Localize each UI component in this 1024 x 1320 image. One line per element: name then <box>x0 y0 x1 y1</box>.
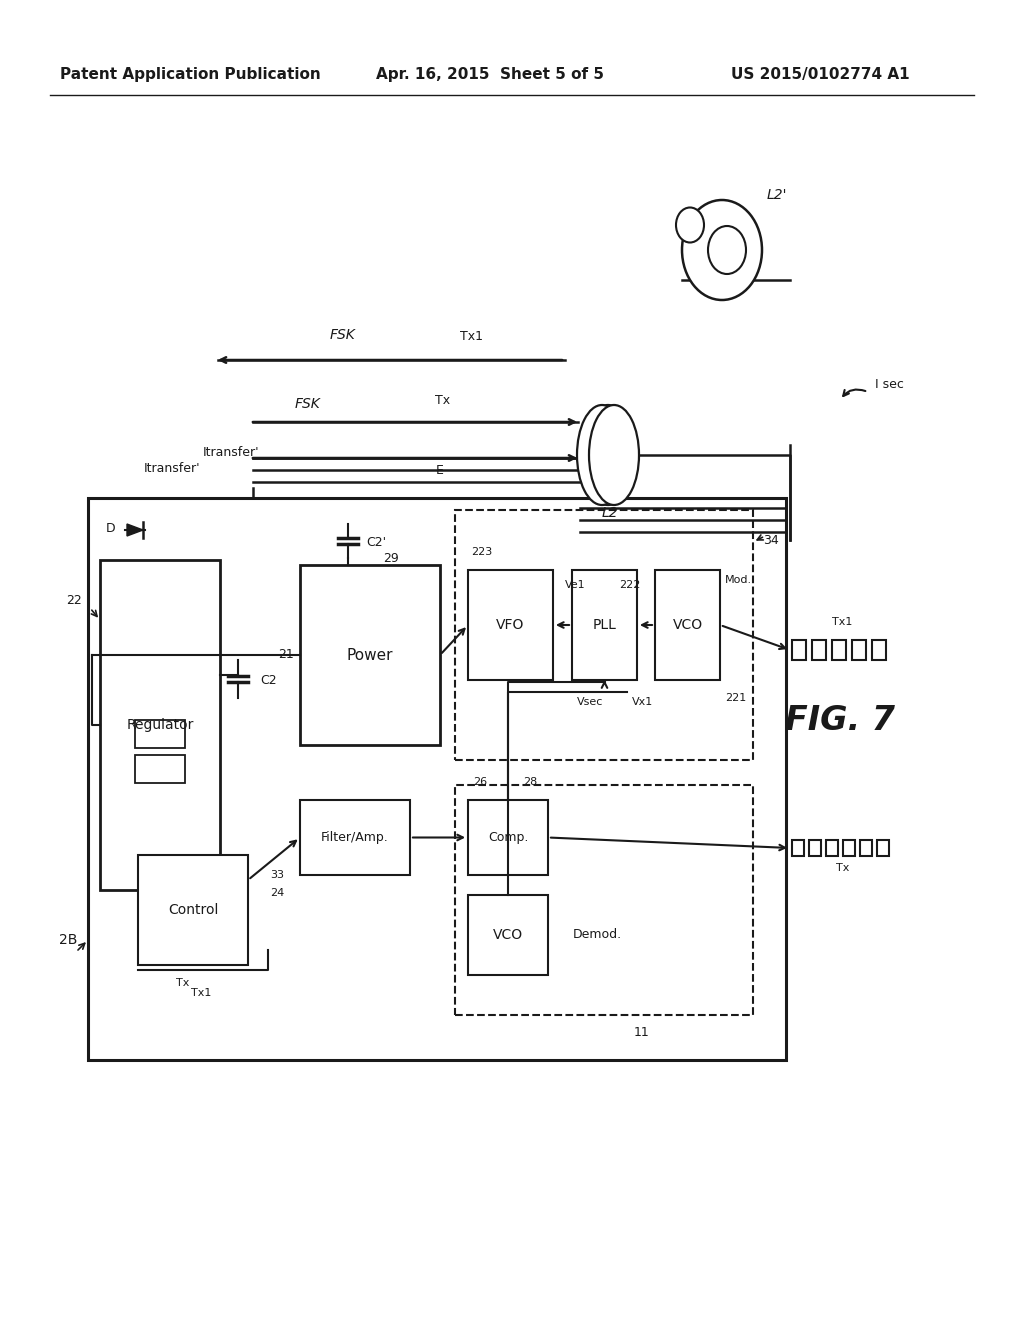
Bar <box>300 565 440 744</box>
Text: Vsec: Vsec <box>577 697 603 708</box>
Bar <box>792 640 806 660</box>
Text: C2': C2' <box>366 536 386 549</box>
Bar <box>88 498 786 1060</box>
Text: 26: 26 <box>473 777 487 787</box>
Text: 29: 29 <box>383 553 398 565</box>
Bar <box>877 840 889 855</box>
Text: VCO: VCO <box>673 618 702 632</box>
Bar <box>826 840 838 855</box>
Text: 2B: 2B <box>58 933 77 946</box>
Bar <box>792 840 804 855</box>
Bar <box>138 855 248 965</box>
Text: Tx: Tx <box>837 863 850 873</box>
Text: Tx1: Tx1 <box>190 987 211 998</box>
Text: 34: 34 <box>763 533 778 546</box>
Bar <box>872 640 886 660</box>
Bar <box>135 755 185 783</box>
Text: PLL: PLL <box>593 618 616 632</box>
Text: Itransfer': Itransfer' <box>203 446 260 459</box>
Bar <box>135 719 185 748</box>
Text: Comp.: Comp. <box>487 832 528 843</box>
Text: FSK: FSK <box>295 397 321 411</box>
Text: Ve1: Ve1 <box>565 579 586 590</box>
Text: 11: 11 <box>634 1027 650 1040</box>
Text: Demod.: Demod. <box>573 928 623 941</box>
Text: Regulator: Regulator <box>126 718 194 733</box>
Ellipse shape <box>577 405 627 506</box>
Bar <box>468 570 553 680</box>
Bar <box>455 510 753 760</box>
Text: L2': L2' <box>767 187 787 202</box>
Text: L2: L2 <box>602 506 618 520</box>
Text: Tx: Tx <box>176 978 189 987</box>
Text: Control: Control <box>168 903 218 917</box>
Text: 223: 223 <box>471 546 493 557</box>
Bar <box>655 570 720 680</box>
Ellipse shape <box>589 405 639 506</box>
Text: E: E <box>436 463 444 477</box>
Text: VCO: VCO <box>493 928 523 942</box>
Text: Power: Power <box>347 648 393 663</box>
Bar <box>809 840 821 855</box>
Text: Mod.: Mod. <box>725 576 752 585</box>
Text: Filter/Amp.: Filter/Amp. <box>322 832 389 843</box>
Text: 33: 33 <box>270 870 284 880</box>
Text: Apr. 16, 2015  Sheet 5 of 5: Apr. 16, 2015 Sheet 5 of 5 <box>376 67 604 82</box>
Text: Tx: Tx <box>435 393 451 407</box>
Text: Itransfer': Itransfer' <box>143 462 200 474</box>
Ellipse shape <box>708 226 746 275</box>
Text: Tx1: Tx1 <box>460 330 483 343</box>
Ellipse shape <box>682 201 762 300</box>
Text: 24: 24 <box>270 888 285 898</box>
Text: D: D <box>105 521 115 535</box>
Text: Vx1: Vx1 <box>632 697 653 708</box>
Text: FSK: FSK <box>330 327 356 342</box>
Text: 21: 21 <box>278 648 294 661</box>
Bar <box>455 785 753 1015</box>
Bar <box>831 640 846 660</box>
Bar <box>468 895 548 975</box>
Text: 28: 28 <box>523 777 538 787</box>
Bar <box>843 840 855 855</box>
Bar <box>468 800 548 875</box>
Text: VFO: VFO <box>497 618 524 632</box>
Bar <box>860 840 872 855</box>
Text: Tx1: Tx1 <box>831 616 852 627</box>
Bar <box>852 640 866 660</box>
Text: 222: 222 <box>618 579 640 590</box>
Text: US 2015/0102774 A1: US 2015/0102774 A1 <box>731 67 909 82</box>
Bar <box>100 560 220 890</box>
Text: I sec: I sec <box>874 379 904 392</box>
Ellipse shape <box>583 405 633 506</box>
Polygon shape <box>127 524 143 536</box>
Text: FIG. 7: FIG. 7 <box>785 704 895 737</box>
Bar <box>812 640 826 660</box>
Bar <box>300 800 410 875</box>
Text: 221: 221 <box>725 693 746 704</box>
Bar <box>572 570 637 680</box>
Text: Patent Application Publication: Patent Application Publication <box>59 67 321 82</box>
Text: C2: C2 <box>260 673 276 686</box>
Text: 22: 22 <box>67 594 82 606</box>
Ellipse shape <box>676 207 705 243</box>
